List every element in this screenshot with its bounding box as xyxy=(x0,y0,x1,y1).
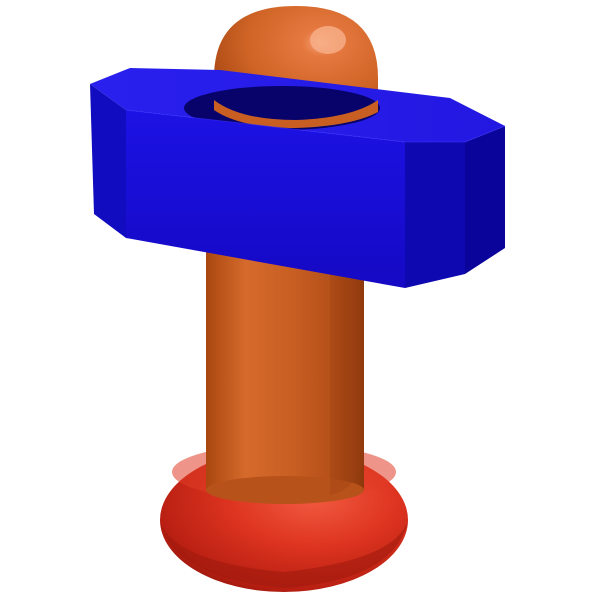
blue-block xyxy=(90,68,506,288)
shaft-lower xyxy=(206,252,364,504)
